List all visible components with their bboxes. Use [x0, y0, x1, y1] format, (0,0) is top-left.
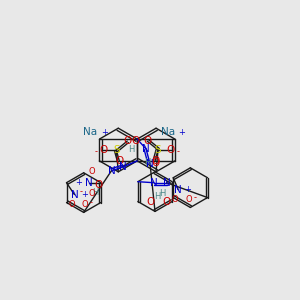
- Text: +: +: [81, 190, 88, 199]
- Text: -: -: [90, 198, 93, 207]
- Text: N: N: [146, 159, 154, 169]
- Text: H: H: [154, 192, 161, 201]
- Text: N: N: [142, 144, 150, 154]
- Text: -: -: [194, 193, 196, 202]
- Text: N: N: [150, 178, 158, 188]
- Text: O: O: [151, 158, 159, 168]
- Text: O: O: [99, 145, 108, 155]
- Text: +: +: [76, 178, 82, 187]
- Text: H: H: [92, 188, 98, 197]
- Text: -: -: [176, 148, 179, 157]
- Text: O: O: [68, 200, 75, 209]
- Text: O: O: [95, 180, 103, 190]
- Text: O: O: [81, 200, 88, 209]
- Text: O: O: [88, 189, 95, 198]
- Text: O: O: [172, 195, 178, 204]
- Text: O: O: [123, 136, 131, 146]
- Text: N: N: [163, 178, 170, 188]
- Text: H: H: [128, 145, 134, 154]
- Text: N: N: [70, 190, 78, 200]
- Text: O: O: [146, 196, 154, 206]
- Text: O: O: [162, 196, 170, 206]
- Text: N: N: [85, 178, 93, 188]
- Text: Na: Na: [83, 127, 98, 137]
- Text: O: O: [143, 136, 151, 146]
- Text: O: O: [151, 156, 159, 166]
- Text: -: -: [80, 187, 82, 196]
- Text: O: O: [131, 136, 139, 146]
- Text: +: +: [101, 128, 108, 137]
- Text: O: O: [115, 156, 123, 166]
- Text: N: N: [119, 162, 127, 172]
- Text: S: S: [113, 145, 120, 155]
- Text: -: -: [95, 148, 98, 157]
- Text: O: O: [186, 195, 192, 204]
- Text: S: S: [155, 145, 161, 155]
- Text: N: N: [107, 166, 115, 176]
- Text: +: +: [178, 128, 185, 137]
- Text: O: O: [88, 167, 95, 176]
- Text: N: N: [174, 184, 182, 195]
- Text: H: H: [144, 158, 150, 167]
- Text: +: +: [184, 185, 191, 194]
- Text: O: O: [167, 145, 175, 155]
- Text: H: H: [159, 189, 165, 198]
- Text: Na: Na: [161, 127, 175, 137]
